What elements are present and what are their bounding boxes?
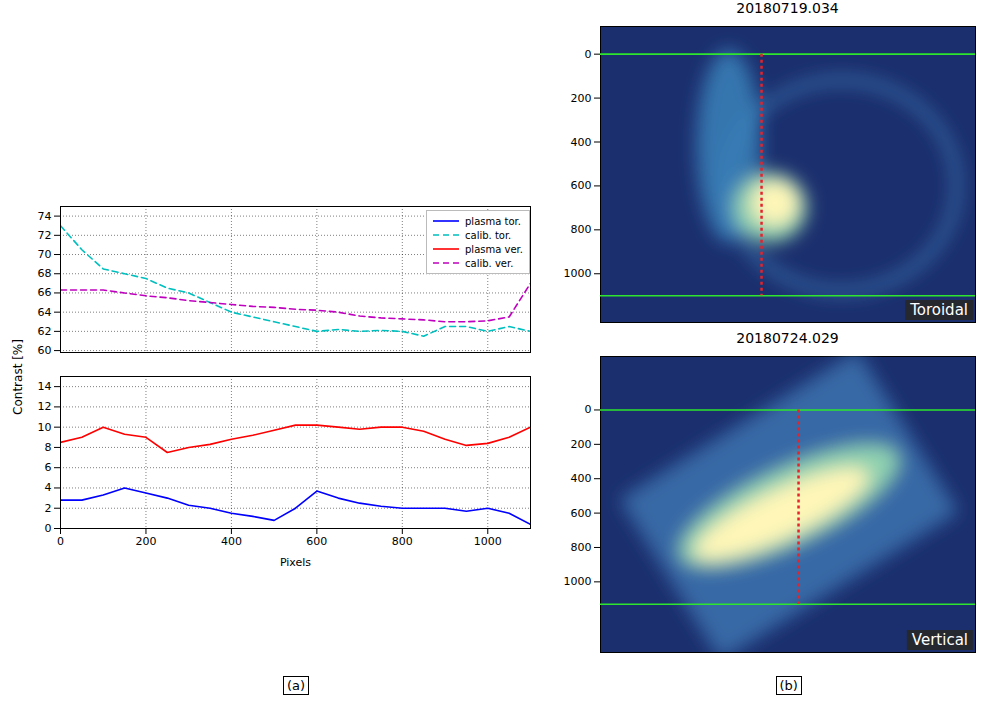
svg-text:0: 0 [57, 535, 64, 548]
html-text:plasma ver.: plasma ver. [465, 243, 523, 255]
svg-text:66: 66 [38, 286, 52, 299]
svg-text:1000: 1000 [474, 535, 502, 548]
svg-text:400: 400 [571, 472, 592, 485]
svg-text:68: 68 [38, 267, 52, 280]
svg-text:14: 14 [38, 380, 52, 393]
svg-text:1000: 1000 [564, 575, 592, 588]
svg-text:800: 800 [571, 541, 592, 554]
svg-text:4: 4 [45, 481, 52, 494]
svg-text:200: 200 [135, 535, 156, 548]
svg-text:800: 800 [392, 535, 413, 548]
html-text:calib. ver.: calib. ver. [465, 257, 514, 269]
svg-text:72: 72 [38, 229, 52, 242]
html-text:(a): (a) [287, 678, 306, 693]
svg-text:200: 200 [571, 92, 592, 105]
svg-text:0: 0 [585, 403, 592, 416]
svg-text:0: 0 [45, 522, 52, 535]
svg-text:10: 10 [38, 421, 52, 434]
svg-text:64: 64 [38, 306, 52, 319]
svg-text:62: 62 [38, 325, 52, 338]
svg-text:70: 70 [38, 248, 52, 261]
html-text:(b): (b) [779, 678, 798, 693]
html-text:20180719.034: 20180719.034 [736, 0, 839, 16]
svg-text:6: 6 [45, 461, 52, 474]
svg-text:200: 200 [571, 438, 592, 451]
svg-text:600: 600 [571, 507, 592, 520]
svg-text:Pixels: Pixels [280, 556, 311, 569]
svg-text:400: 400 [571, 136, 592, 149]
html-text:Vertical: Vertical [911, 631, 968, 649]
html-text:plasma tor.: plasma tor. [465, 215, 521, 227]
svg-text:800: 800 [571, 223, 592, 236]
svg-text:60: 60 [38, 344, 52, 357]
svg-text:8: 8 [45, 441, 52, 454]
svg-text:74: 74 [38, 210, 52, 223]
svg-text:12: 12 [38, 400, 52, 413]
svg-text:0: 0 [585, 48, 592, 61]
svg-text:400: 400 [221, 535, 242, 548]
html-text:Contrast [%]: Contrast [%] [11, 339, 25, 415]
svg-text:600: 600 [571, 179, 592, 192]
svg-text:2: 2 [45, 502, 52, 515]
svg-text:600: 600 [306, 535, 327, 548]
svg-text:1000: 1000 [564, 267, 592, 280]
html-text:20180724.029: 20180724.029 [736, 330, 839, 346]
html-text:Toroidal: Toroidal [910, 301, 968, 319]
html-text:calib. tor.: calib. tor. [465, 229, 512, 241]
